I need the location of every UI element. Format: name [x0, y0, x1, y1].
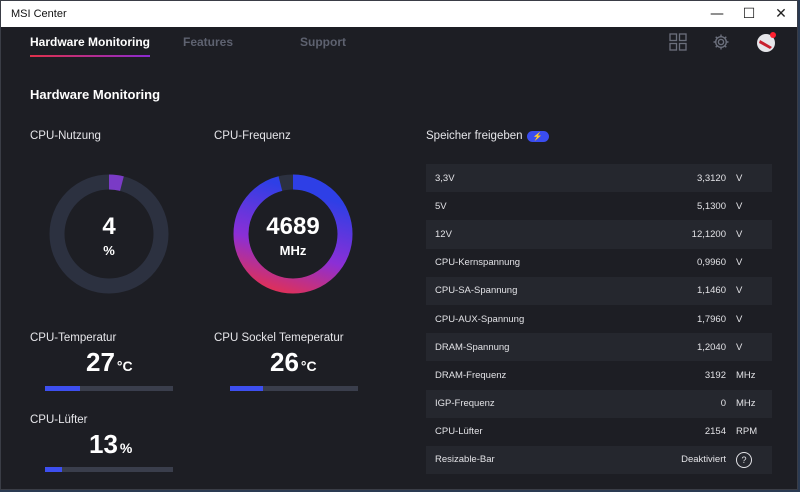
row-name: 5V [435, 200, 447, 212]
cpu-fan-unit: % [119, 440, 133, 456]
row-unit: V [736, 172, 743, 184]
cpu-usage-value: 4 [102, 213, 116, 240]
page-title: Hardware Monitoring [30, 87, 161, 102]
socket-temperature-unit: °C [300, 358, 317, 374]
cpu-usage-gauge: 4 % [48, 173, 170, 295]
table-row: CPU-AUX-Spannung 1,7960 V [426, 305, 772, 333]
row-value: 3192 [704, 369, 726, 381]
cpu-frequency-gauge: 4689 MHz [232, 173, 354, 295]
row-value: 1,7960 [696, 313, 726, 325]
window-title: MSI Center [11, 8, 67, 20]
gear-icon[interactable] [712, 33, 730, 51]
row-unit: V [736, 341, 743, 353]
row-name: CPU-AUX-Spannung [435, 313, 525, 325]
row-unit: V [736, 285, 743, 297]
table-row: 3,3V 3,3120 V [426, 164, 772, 193]
table-row: Resizable-Bar Deaktiviert? [426, 445, 772, 475]
cpu-frequency-value: 4689 [266, 213, 320, 240]
row-unit: V [736, 313, 743, 325]
cpu-temperature-label: CPU-Temperatur [30, 332, 117, 344]
table-row: DRAM-Frequenz 3192 MHz [426, 361, 772, 389]
row-name: IGP-Frequenz [435, 398, 495, 410]
cpu-temperature-bar [45, 386, 173, 391]
cpu-temperature-unit: °C [116, 358, 133, 374]
table-row: CPU-Lüfter 2154 RPM [426, 418, 772, 446]
help-icon[interactable]: ? [736, 451, 752, 468]
row-value: 3,3120 [696, 172, 726, 184]
cpu-fan-readout: 13% [89, 429, 132, 460]
table-row: 12V 12,1200 V [426, 220, 772, 249]
tab-features[interactable]: Features [183, 35, 234, 49]
cpu-frequency-label: CPU-Frequenz [214, 130, 291, 142]
cpu-fan-label: CPU-Lüfter [30, 414, 88, 426]
close-button[interactable]: ✕ [775, 6, 787, 22]
row-value: 0,9960 [696, 257, 726, 269]
row-name: CPU-Kernspannung [435, 257, 521, 269]
row-value: 1,2040 [696, 341, 726, 353]
row-unit: MHz [736, 398, 756, 410]
row-value: 12,1200 [691, 228, 726, 240]
sensor-table: 3,3V 3,3120 V 5V 5,1300 V 12V 12,1200 V CPU-Kerns… [426, 164, 772, 475]
free-memory-label: Speicher freigeben [426, 130, 523, 142]
table-row: DRAM-Spannung 1,2040 V [426, 333, 772, 362]
user-avatar-icon[interactable] [755, 31, 777, 53]
row-name: CPU-SA-Spannung [435, 285, 518, 297]
row-unit: V [736, 257, 743, 269]
row-name: 3,3V [435, 172, 455, 184]
lightning-icon: ⚡ [532, 131, 543, 141]
row-value: 1,1460 [696, 285, 726, 297]
table-row: 5V 5,1300 V [426, 192, 772, 220]
row-name: DRAM-Spannung [435, 341, 510, 353]
tab-hardware-monitoring[interactable]: Hardware Monitoring [30, 35, 151, 57]
row-name: DRAM-Frequenz [435, 369, 507, 381]
row-name: 12V [435, 228, 452, 240]
row-name: Resizable-Bar [435, 454, 495, 466]
socket-temperature-label: CPU Sockel Temeperatur [214, 332, 344, 344]
row-value: 2154 [704, 426, 726, 438]
socket-temperature-bar [230, 386, 358, 391]
row-unit: RPM [736, 426, 758, 438]
free-memory-header: Speicher freigeben ⚡ [426, 130, 549, 142]
minimize-button[interactable]: — [710, 6, 724, 22]
row-name: CPU-Lüfter [435, 426, 483, 438]
cpu-fan-value: 13 [89, 429, 118, 459]
maximize-button[interactable]: ☐ [742, 6, 756, 22]
table-row: CPU-Kernspannung 0,9960 V [426, 249, 772, 277]
grid-icon[interactable] [669, 33, 687, 51]
cpu-frequency-unit: MHz [279, 243, 307, 258]
row-help: ? [726, 451, 772, 468]
cpu-fan-bar [45, 467, 173, 472]
row-unit: V [736, 228, 743, 240]
row-unit: V [736, 200, 743, 212]
row-value: 5,1300 [696, 200, 726, 212]
cpu-temperature-readout: 27 °C [86, 347, 133, 378]
title-bar: MSI Center — ☐ ✕ [1, 1, 797, 27]
top-nav: Hardware Monitoring Features Support [1, 27, 797, 65]
row-value: Deaktiviert [681, 454, 726, 466]
socket-temperature-value: 26 [270, 347, 299, 377]
tab-support[interactable]: Support [300, 35, 346, 49]
socket-temperature-readout: 26 °C [270, 347, 317, 378]
row-value: 0 [720, 398, 726, 410]
cpu-temperature-value: 27 [86, 347, 115, 377]
cpu-usage-label: CPU-Nutzung [30, 130, 101, 142]
free-memory-button[interactable]: ⚡ [526, 130, 549, 142]
table-row: IGP-Frequenz 0 MHz [426, 389, 772, 418]
cpu-usage-unit: % [103, 243, 115, 258]
table-row: CPU-SA-Spannung 1,1460 V [426, 276, 772, 305]
row-unit: MHz [736, 369, 756, 381]
